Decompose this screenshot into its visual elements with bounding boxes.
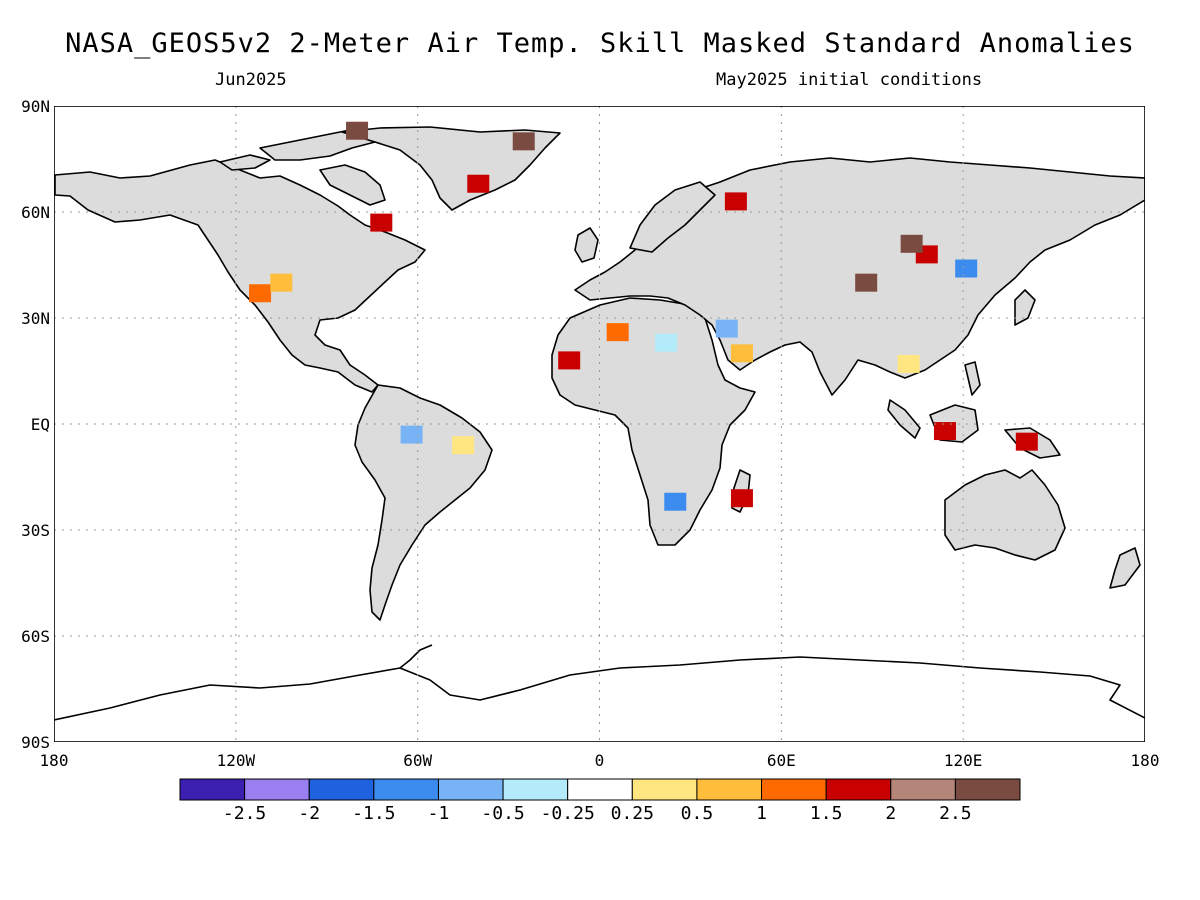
land-africa — [551, 297, 756, 546]
anomaly-patch — [400, 425, 423, 444]
colorbar-swatch — [567, 778, 633, 801]
land-arctic-islands-2 — [219, 154, 271, 171]
lon-tick-label: 180 — [1131, 751, 1160, 770]
latitude-labels: 90N 60N 30N EQ 30S 60S 90S — [21, 97, 50, 752]
colorbar — [179, 778, 1021, 801]
land-british-isles — [574, 227, 599, 263]
lon-tick-label: 120W — [217, 751, 256, 770]
colorbar-swatch — [373, 778, 439, 801]
gridlines — [54, 106, 1145, 742]
land-scandinavia — [629, 181, 716, 253]
colorbar-label: 2 — [885, 803, 896, 824]
land-new-zealand — [1109, 547, 1141, 589]
colorbar-label: -2.5 — [223, 803, 266, 824]
anomaly-patch — [249, 284, 272, 303]
anomaly-patch — [512, 132, 535, 151]
colorbar-swatch — [437, 778, 504, 801]
anomaly-patch — [855, 273, 878, 292]
coast-antarctica — [54, 656, 1145, 721]
lon-tick-label: 60E — [767, 751, 796, 770]
map-title: NASA_GEOS5v2 2-Meter Air Temp. Skill Mas… — [65, 28, 1135, 59]
anomaly-patch — [933, 422, 956, 441]
colorbar-label: -0.25 — [541, 803, 595, 824]
initial-conditions-label: May2025 initial conditions — [716, 70, 983, 90]
colorbar-label: 2.5 — [939, 803, 972, 824]
anomaly-patch — [897, 354, 920, 373]
colorbar-swatch — [179, 778, 246, 801]
lat-tick-label: 30N — [21, 309, 50, 328]
colorbar-swatch — [954, 778, 1021, 801]
colorbar-swatch — [244, 778, 310, 801]
land-philippines — [964, 361, 981, 396]
anomaly-patch — [452, 436, 475, 455]
lon-tick-label: 60W — [403, 751, 432, 770]
colorbar-label: 0.5 — [681, 803, 714, 824]
anomaly-patch — [715, 319, 738, 338]
anomaly-patch — [730, 489, 753, 508]
lon-tick-label: 180 — [40, 751, 69, 770]
anomaly-patch — [467, 174, 490, 193]
colorbar-swatch — [502, 778, 569, 801]
land-australia — [944, 469, 1066, 561]
colorbar-swatch — [631, 778, 698, 801]
colorbar-label: 1 — [756, 803, 767, 824]
anomaly-patch — [370, 213, 393, 232]
lat-tick-label: 60N — [21, 203, 50, 222]
anomaly-patch — [606, 323, 629, 342]
anomaly-patch — [955, 259, 978, 278]
land-greenland — [341, 126, 561, 211]
lat-tick-label: 30S — [21, 521, 50, 540]
anomaly-patch — [900, 234, 923, 253]
colorbar-swatch — [825, 778, 892, 801]
land-japan — [1014, 289, 1036, 326]
colorbar-swatch — [696, 778, 763, 801]
coast-antarctic-peninsula — [399, 644, 433, 669]
lon-tick-label: 120E — [944, 751, 983, 770]
lat-tick-label: 60S — [21, 627, 50, 646]
map-area — [54, 106, 1145, 742]
anomaly-patch — [1015, 432, 1038, 451]
anomaly-patches — [249, 121, 1038, 511]
land-baffin — [319, 164, 386, 206]
anomaly-patch — [346, 121, 369, 140]
anomaly-patch — [558, 351, 581, 370]
colorbar-label: 0.25 — [611, 803, 654, 824]
colorbar-label: -1 — [428, 803, 450, 824]
land-north-america — [54, 159, 426, 393]
anomaly-patch — [655, 333, 678, 352]
colorbar-label: -2 — [298, 803, 320, 824]
colorbar-swatch — [761, 778, 827, 801]
colorbar-swatch — [890, 778, 956, 801]
anomaly-patch — [724, 192, 747, 211]
lon-tick-label: 0 — [595, 751, 605, 770]
colorbar-label: -1.5 — [352, 803, 395, 824]
lat-tick-label: 90N — [21, 97, 50, 116]
colorbar-labels: -2.5 -2 -1.5 -1 -0.5 -0.25 0.25 0.5 1 1.5 2 2.5 — [223, 803, 972, 824]
colorbar-label: -0.5 — [481, 803, 524, 824]
longitude-labels: 180 120W 60W 0 60E 120E 180 — [40, 751, 1160, 770]
anomaly-patch — [664, 492, 687, 511]
land-sumatra — [887, 399, 921, 439]
anomaly-patch — [730, 344, 753, 363]
anomaly-patch — [270, 273, 293, 292]
colorbar-swatch — [308, 778, 375, 801]
valid-month-label: Jun2025 — [215, 70, 287, 90]
lat-tick-label: EQ — [31, 415, 50, 434]
colorbar-label: 1.5 — [810, 803, 843, 824]
lat-tick-label: 90S — [21, 733, 50, 752]
